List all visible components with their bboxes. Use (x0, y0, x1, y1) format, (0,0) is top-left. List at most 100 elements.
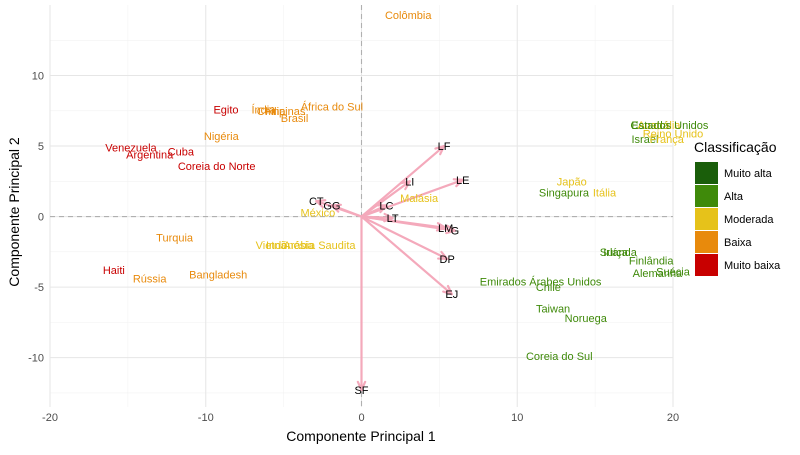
y-tick-label: 5 (38, 141, 44, 153)
loading-arrow-head (434, 144, 446, 156)
country-label: França (650, 134, 685, 146)
legend-title: Classificação (694, 139, 777, 155)
axis-ticks: -20 -10 0 10 20 -10 -5 0 5 10 (28, 71, 679, 424)
country-label: Japão (557, 176, 587, 188)
loading-arrow-line (360, 178, 464, 218)
country-label: Bangladesh (189, 269, 247, 281)
y-tick-label: -5 (34, 282, 44, 294)
loading-arrow-head (452, 178, 464, 188)
loading-label: LM (438, 223, 453, 235)
loading-label: GG (323, 200, 340, 212)
country-label: Coreia do Sul (526, 351, 593, 363)
y-tick-label: -10 (28, 353, 44, 365)
country-label: Índia (251, 103, 276, 116)
loading-label: LC (379, 200, 393, 212)
loading-label: SF (354, 385, 368, 397)
country-label: África do Sul (301, 101, 363, 114)
country-label: Taiwan (536, 303, 570, 315)
country-label: Turquia (156, 233, 194, 245)
loading-label: LF (438, 141, 451, 153)
country-label: Colômbia (385, 10, 432, 22)
loading-label: LI (405, 176, 414, 188)
legend-item-label: Muito baixa (724, 260, 781, 272)
legend-swatch (695, 162, 718, 184)
country-label: México (300, 207, 335, 219)
loading-label: EJ (445, 289, 458, 301)
loading-arrow-line (360, 144, 446, 218)
loading-arrow-head (356, 380, 367, 392)
country-label: Israel (632, 134, 659, 146)
legend-swatch (695, 254, 718, 276)
country-label: China (257, 106, 287, 118)
loading-arrow-line (360, 215, 449, 260)
x-tick-label: -20 (42, 412, 58, 424)
country-label: Singapura (539, 188, 590, 200)
country-label: Alemanha (633, 268, 683, 280)
country-label: Itália (593, 188, 617, 200)
loading-arrow-line (330, 204, 363, 218)
legend: Classificação Muito alta Alta Moderada Baix… (694, 139, 781, 276)
loading-arrow-head (330, 203, 342, 213)
loading-arrow-line (360, 215, 457, 232)
loading-arrow-head (315, 199, 327, 209)
legend-item-label: Baixa (724, 237, 752, 249)
loading-arrow-head (437, 250, 449, 260)
x-tick-label: 0 (358, 412, 364, 424)
loading-label: CT (309, 196, 324, 208)
x-tick-label: 10 (511, 412, 523, 424)
country-label: Reino Unido (643, 128, 704, 140)
country-label: Suécia (656, 267, 691, 279)
country-label: Indonésia (266, 240, 315, 252)
loading-label: LT (387, 213, 399, 225)
loading-arrow-line (360, 204, 388, 218)
country-label: Cuba (168, 147, 195, 159)
loading-arrow-line (360, 215, 453, 296)
legend-item-label: Muito alta (724, 168, 773, 180)
loading-arrow-head (376, 204, 388, 214)
loading-label: LE (456, 175, 469, 187)
country-label: Canadá (630, 120, 669, 132)
loading-arrow-head (442, 284, 453, 296)
country-label: Noruega (565, 313, 608, 325)
loading-arrow-head (399, 180, 411, 191)
country-label: Finlândia (629, 255, 675, 267)
country-label: Haiti (103, 265, 125, 277)
legend-swatch (695, 208, 718, 230)
country-label: Irlanda (603, 247, 638, 259)
country-label: Filipinas (265, 106, 306, 118)
loading-label: G (451, 226, 460, 238)
y-axis-label: Componente Principal 2 (6, 137, 22, 287)
country-label: Nigéria (204, 131, 240, 143)
country-label: Egito (213, 104, 238, 116)
x-axis-label: Componente Principal 1 (286, 428, 436, 444)
country-label: Vietnã (256, 240, 288, 252)
y-tick-label: 10 (32, 71, 44, 83)
legend-swatch (695, 185, 718, 207)
country-label: Austrália (638, 120, 682, 132)
x-tick-label: -10 (198, 412, 214, 424)
legend-items: Muito alta Alta Moderada Baixa Muito baixa (695, 162, 781, 276)
country-label: Rússia (133, 274, 168, 286)
country-label: Argentina (126, 150, 174, 162)
loading-arrow-head (435, 222, 447, 232)
country-label: Malásia (400, 193, 439, 205)
loading-arrows (315, 144, 464, 392)
country-label: Venezuela (105, 142, 157, 154)
country-label: Coreia do Norte (178, 161, 256, 173)
country-label: Suíça (600, 247, 629, 259)
country-label: Arábia Saudita (283, 240, 356, 252)
legend-swatch (695, 231, 718, 253)
loading-label: DP (440, 254, 455, 266)
x-tick-label: 20 (667, 412, 679, 424)
y-tick-label: 0 (38, 212, 44, 224)
legend-item-label: Moderada (724, 214, 774, 226)
legend-item-label: Alta (724, 191, 744, 203)
country-label: Estados Unidos (631, 120, 709, 132)
country-label: Brasil (281, 113, 309, 125)
loading-arrow-line (360, 180, 411, 218)
loading-arrow-head (445, 224, 457, 235)
